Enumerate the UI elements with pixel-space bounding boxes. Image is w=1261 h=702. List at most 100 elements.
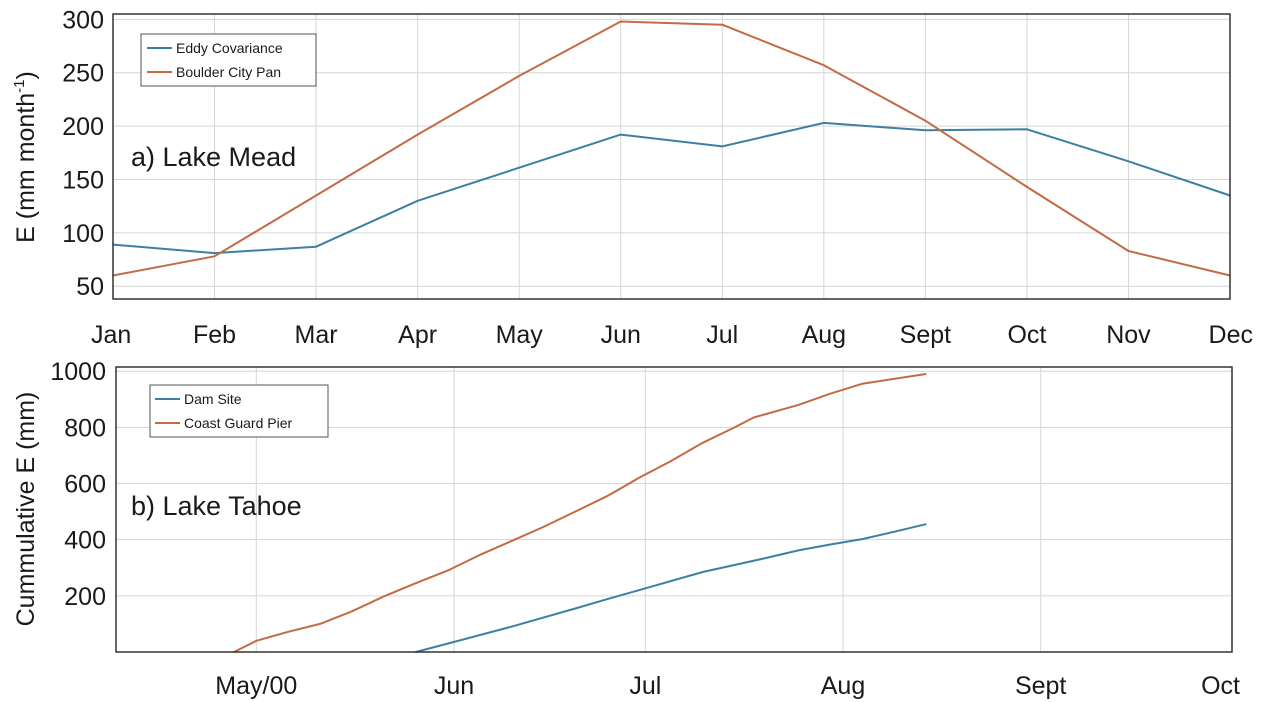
y-axis-label: E (mm month-1) [11, 71, 40, 243]
x-tick-jun: Jun [601, 321, 641, 349]
point-coast-guard-pier-12 [606, 495, 608, 497]
panel-lake-mead: 50 100 150 200 250 300 Jan Feb Mar Apr May Jun Jul A… [11, 6, 1253, 349]
panel-label: a) Lake Mead [131, 142, 296, 172]
point-coast-guard-pier-10 [542, 526, 545, 528]
series-line-boulder-city-pan [112, 20, 1231, 277]
point-eddy-covariance-jun [619, 133, 622, 136]
legend: Dam Site Coast Guard Pier [149, 384, 329, 438]
point-eddy-covariance-nov [1127, 160, 1130, 163]
y-tick-800: 800 [64, 414, 106, 442]
point-coast-guard-pier-14 [670, 460, 672, 462]
x-tick-aug: Aug [821, 672, 865, 700]
x-tick-oct: Oct [1201, 672, 1240, 700]
x-tick-aug: Aug [802, 321, 846, 349]
point-coast-guard-pier-15 [701, 442, 704, 444]
legend: Eddy Covariance Boulder City Pan [140, 33, 317, 87]
y-tick-labels: 50 100 150 200 250 300 [62, 6, 104, 301]
x-tick-dec: Dec [1209, 321, 1253, 349]
y-tick-200: 200 [64, 583, 106, 611]
point-dam-site-9 [829, 543, 832, 546]
point-coast-guard-pier-1 [255, 639, 258, 642]
y-tick-150: 150 [62, 166, 104, 194]
point-eddy-covariance-feb [213, 252, 216, 254]
series-line-dam-site [415, 523, 927, 653]
x-tick-sept: Sept [900, 321, 951, 349]
point-boulder-city-pan-aug [823, 64, 825, 67]
point-boulder-city-pan-apr [416, 133, 419, 136]
x-tick-jun: Jun [434, 672, 474, 700]
point-eddy-covariance-oct [1026, 128, 1028, 131]
y-tick-50: 50 [76, 273, 104, 301]
x-tick-may: May [496, 321, 544, 349]
point-coast-guard-pier-11 [574, 510, 576, 513]
y-tick-100: 100 [62, 220, 104, 248]
point-dam-site-10 [861, 538, 863, 540]
legend-label-coast-guard-pier: Coast Guard Pier [184, 415, 292, 431]
series-lines [233, 373, 927, 653]
point-dam-site-7 [765, 557, 768, 559]
point-boulder-city-pan-jul [721, 23, 724, 26]
point-coast-guard-pier-20 [861, 383, 863, 385]
point-coast-guard-pier-6 [414, 582, 417, 585]
series-line-eddy-covariance [112, 121, 1231, 255]
y-tick-600: 600 [64, 471, 106, 499]
point-eddy-covariance-jul [721, 145, 724, 148]
x-tick-labels: May/00 Jun Jul Aug Sept Oct [215, 672, 1240, 700]
x-tick-feb: Feb [193, 321, 236, 349]
point-coast-guard-pier-17 [752, 416, 755, 419]
x-tick-oct: Oct [1007, 321, 1046, 349]
point-coast-guard-pier-18 [797, 404, 800, 406]
point-dam-site-4 [606, 598, 608, 601]
plot-frame [115, 366, 1233, 653]
point-dam-site-5 [638, 589, 640, 592]
point-coast-guard-pier-7 [446, 569, 449, 572]
point-boulder-city-pan-nov [1127, 250, 1130, 252]
point-eddy-covariance-mar [315, 245, 317, 248]
point-eddy-covariance-apr [416, 199, 419, 202]
legend-label-boulder-city-pan: Boulder City Pan [176, 64, 281, 80]
point-boulder-city-pan-oct [1026, 186, 1028, 188]
point-eddy-covariance-sept [924, 129, 927, 132]
series-line-coast-guard-pier [233, 373, 927, 653]
point-coast-guard-pier-13 [638, 477, 640, 479]
point-dam-site-12 [925, 523, 927, 526]
point-coast-guard-pier-9 [510, 540, 513, 542]
point-dam-site-8 [797, 549, 800, 552]
y-tick-1000: 1000 [50, 358, 106, 386]
x-tick-nov: Nov [1106, 321, 1151, 349]
legend-label-eddy-covariance: Eddy Covariance [176, 40, 283, 56]
y-tick-300: 300 [62, 6, 104, 34]
y-tick-labels: 200 400 600 800 1000 [50, 358, 106, 611]
y-axis-label: Cummulative E (mm) [12, 392, 40, 627]
y-tick-200: 200 [62, 113, 104, 141]
point-coast-guard-pier-16 [733, 426, 736, 429]
point-dam-site-3 [574, 607, 576, 610]
point-coast-guard-pier-8 [478, 554, 481, 556]
point-coast-guard-pier-3 [319, 623, 321, 625]
x-tick-jul: Jul [706, 321, 738, 349]
y-tick-250: 250 [62, 60, 104, 88]
point-coast-guard-pier-21 [925, 373, 927, 375]
plot-frame [112, 13, 1231, 300]
point-boulder-city-pan-may [518, 75, 520, 77]
x-tick-jan: Jan [91, 321, 131, 349]
point-boulder-city-pan-jun [619, 20, 622, 23]
point-eddy-covariance-may [518, 166, 520, 169]
point-dam-site-1 [446, 642, 449, 645]
legend-box [149, 384, 329, 438]
panel-label: b) Lake Tahoe [131, 491, 302, 521]
x-tick-mar: Mar [295, 321, 338, 349]
y-tick-400: 400 [64, 527, 106, 555]
point-dam-site-2 [510, 625, 513, 628]
x-tick-sept: Sept [1015, 672, 1066, 700]
point-boulder-city-pan-feb [213, 255, 216, 258]
x-tick-apr: Apr [398, 321, 437, 349]
legend-box [140, 33, 317, 87]
point-boulder-city-pan-sept [924, 119, 927, 122]
point-coast-guard-pier-2 [287, 630, 289, 633]
legend-label-dam-site: Dam Site [184, 391, 242, 407]
point-dam-site-11 [893, 531, 895, 533]
point-boulder-city-pan-mar [315, 194, 317, 197]
